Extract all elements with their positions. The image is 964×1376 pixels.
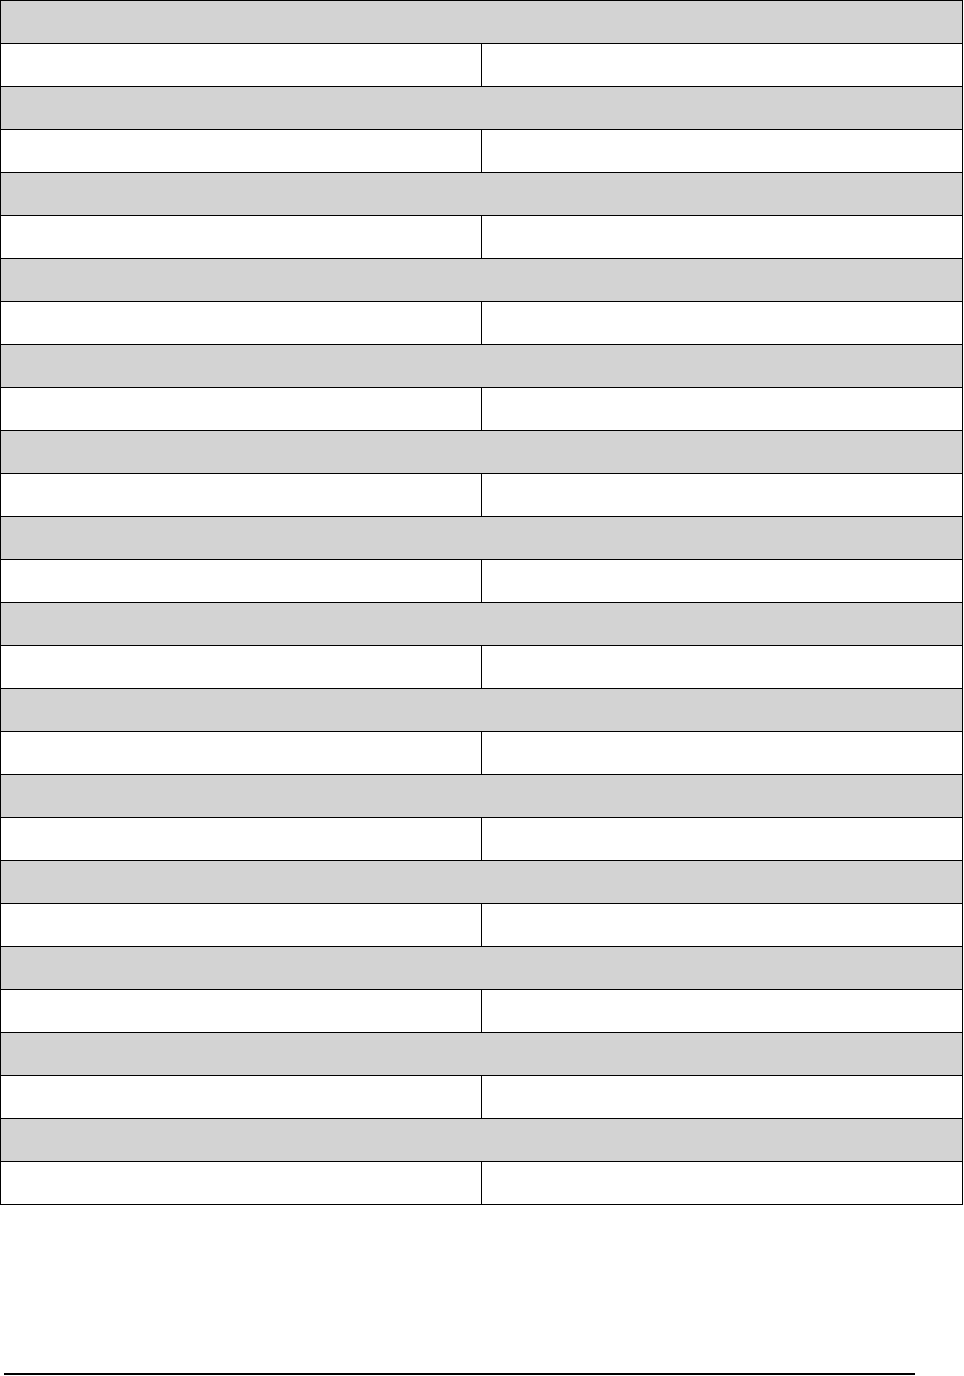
section-header-cell (0, 258, 963, 302)
field-label-cell (0, 301, 482, 345)
field-value-cell[interactable] (481, 817, 963, 861)
field-value-cell[interactable] (481, 731, 963, 775)
form-body (0, 0, 963, 1205)
field-row (0, 731, 963, 775)
section-header-row (0, 0, 963, 44)
section-header-cell (0, 172, 963, 216)
field-value-cell[interactable] (481, 473, 963, 517)
field-value-cell[interactable] (481, 989, 963, 1033)
field-row (0, 1161, 963, 1205)
field-value-cell[interactable] (481, 1075, 963, 1119)
field-label-cell (0, 129, 482, 173)
field-label-cell (0, 817, 482, 861)
footer-rule (4, 1373, 915, 1375)
field-label-cell (0, 731, 482, 775)
field-row (0, 473, 963, 517)
field-value-cell[interactable] (481, 559, 963, 603)
section-header-cell (0, 774, 963, 818)
section-header-row (0, 516, 963, 560)
field-value-cell[interactable] (481, 129, 963, 173)
section-header-cell (0, 516, 963, 560)
field-row (0, 989, 963, 1033)
section-header-row (0, 774, 963, 818)
section-header-row (0, 86, 963, 130)
field-row (0, 559, 963, 603)
field-row (0, 903, 963, 947)
field-value-cell[interactable] (481, 43, 963, 87)
section-header-cell (0, 86, 963, 130)
section-header-cell (0, 860, 963, 904)
field-label-cell (0, 1075, 482, 1119)
section-header-row (0, 430, 963, 474)
field-value-cell[interactable] (481, 1161, 963, 1205)
field-label-cell (0, 989, 482, 1033)
field-row (0, 301, 963, 345)
field-label-cell (0, 387, 482, 431)
field-row (0, 645, 963, 689)
section-header-cell (0, 688, 963, 732)
section-header-cell (0, 1032, 963, 1076)
field-row (0, 215, 963, 259)
field-label-cell (0, 473, 482, 517)
section-header-cell (0, 344, 963, 388)
section-header-row (0, 602, 963, 646)
section-header-row (0, 688, 963, 732)
field-row (0, 817, 963, 861)
section-header-row (0, 1118, 963, 1162)
field-label-cell (0, 43, 482, 87)
section-header-row (0, 172, 963, 216)
section-header-cell (0, 1118, 963, 1162)
section-header-row (0, 946, 963, 990)
section-header-row (0, 344, 963, 388)
field-label-cell (0, 1161, 482, 1205)
section-header-row (0, 1032, 963, 1076)
field-label-cell (0, 903, 482, 947)
field-row (0, 129, 963, 173)
field-value-cell[interactable] (481, 903, 963, 947)
section-header-cell (0, 430, 963, 474)
field-label-cell (0, 645, 482, 689)
section-header-cell (0, 602, 963, 646)
field-value-cell[interactable] (481, 645, 963, 689)
field-row (0, 1075, 963, 1119)
field-label-cell (0, 215, 482, 259)
field-row (0, 43, 963, 87)
section-header-cell (0, 946, 963, 990)
section-header-cell (0, 0, 963, 44)
section-header-row (0, 860, 963, 904)
form-table (0, 0, 963, 1205)
section-header-row (0, 258, 963, 302)
field-value-cell[interactable] (481, 215, 963, 259)
field-label-cell (0, 559, 482, 603)
field-row (0, 387, 963, 431)
field-value-cell[interactable] (481, 301, 963, 345)
field-value-cell[interactable] (481, 387, 963, 431)
